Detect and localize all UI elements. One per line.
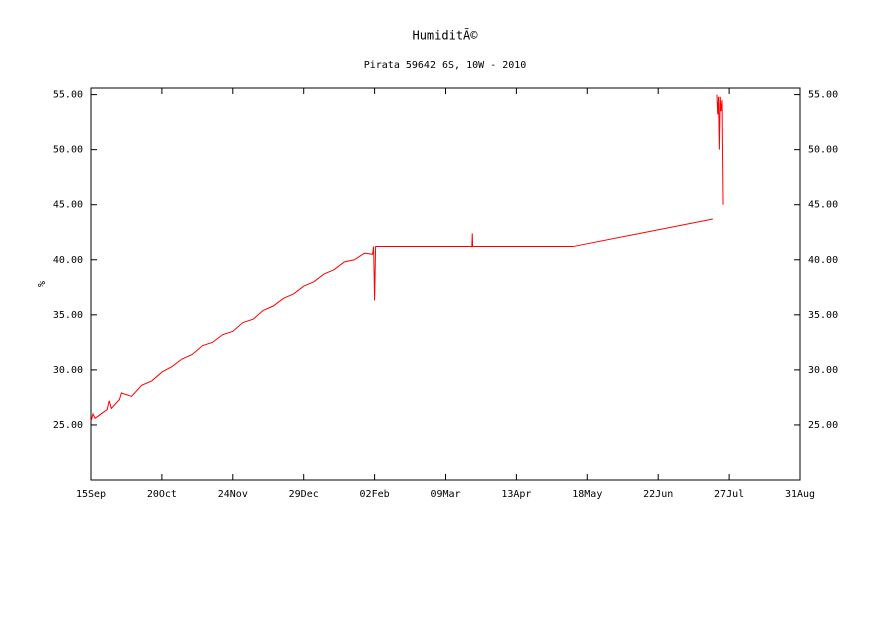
x-tick-label: 20Oct xyxy=(147,489,177,500)
y-tick-label: 40.00 xyxy=(53,255,83,266)
y2-tick-label: 25.00 xyxy=(808,420,838,431)
x-tick-label: 24Nov xyxy=(218,489,248,500)
data-line xyxy=(90,94,724,422)
y2-tick-label: 50.00 xyxy=(808,145,838,156)
y-tick-label: 35.00 xyxy=(53,310,83,321)
y-axis-label: % xyxy=(37,281,48,287)
x-tick-label: 09Mar xyxy=(430,489,460,500)
y-tick-label: 30.00 xyxy=(53,365,83,376)
chart-title: HumiditÃ© xyxy=(412,28,478,43)
x-tick-label: 02Feb xyxy=(360,489,390,500)
y-tick-label: 50.00 xyxy=(53,145,83,156)
y-tick-label: 55.00 xyxy=(53,90,83,101)
plot-frame xyxy=(90,87,801,481)
x-tick-label: 18May xyxy=(572,489,602,500)
y-tick-label: 25.00 xyxy=(53,420,83,431)
x-tick-label: 31Aug xyxy=(785,489,815,500)
x-tick-label: 13Apr xyxy=(501,489,531,500)
x-tick-label: 27Jul xyxy=(714,489,744,500)
y2-tick-label: 40.00 xyxy=(808,255,838,266)
y2-tick-label: 35.00 xyxy=(808,310,838,321)
x-tick-label: 15Sep xyxy=(76,489,106,500)
y-tick-label: 45.00 xyxy=(53,200,83,211)
y2-tick-label: 30.00 xyxy=(808,365,838,376)
y2-tick-label: 45.00 xyxy=(808,200,838,211)
x-tick-label: 29Dec xyxy=(289,489,319,500)
chart-subtitle: Pirata 59642 6S, 10W - 2010 xyxy=(364,60,527,71)
y2-tick-label: 55.00 xyxy=(808,90,838,101)
x-tick-label: 22Jun xyxy=(643,489,673,500)
